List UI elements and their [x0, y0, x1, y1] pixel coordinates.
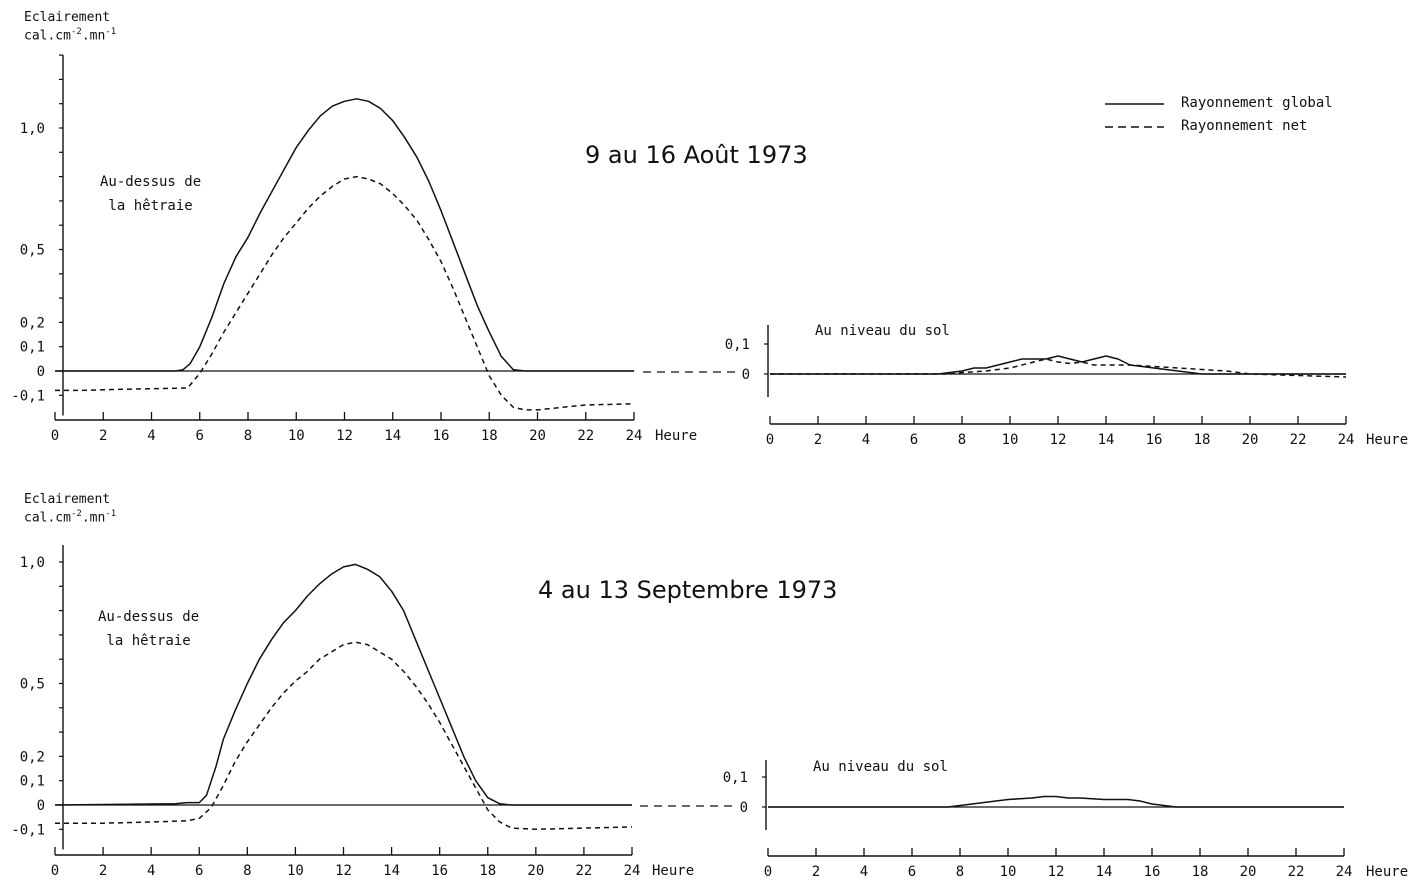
- x-tick-label: 20: [1242, 432, 1259, 448]
- x-tick-label: 14: [1098, 432, 1115, 448]
- x-tick-label: 8: [243, 863, 251, 879]
- x-tick-label: 4: [860, 864, 868, 880]
- x-tick-label: 14: [384, 428, 401, 444]
- x-tick-label: 2: [812, 864, 820, 880]
- x-tick-label: 6: [196, 428, 204, 444]
- series-net-line: [55, 175, 635, 411]
- x-tick-label: 20: [527, 863, 544, 879]
- chart-title-septembre: 4 au 13 Septembre 1973: [538, 576, 838, 604]
- x-tick-label: 12: [336, 428, 353, 444]
- x-tick-label: 20: [1240, 864, 1257, 880]
- x-axis-label: Heure: [652, 863, 694, 879]
- x-tick-label: 12: [1050, 432, 1067, 448]
- x-tick-label: 14: [1096, 864, 1113, 880]
- x-tick-label: 24: [1338, 432, 1355, 448]
- series-net-line: [55, 641, 633, 831]
- x-tick-label: 16: [433, 428, 450, 444]
- legend-label-net: Rayonnement net: [1181, 118, 1308, 134]
- x-tick-label: 10: [1002, 432, 1019, 448]
- y-tick-label: 0,1: [20, 340, 45, 356]
- x-tick-label: 10: [287, 863, 304, 879]
- x-tick-label: 24: [624, 863, 641, 879]
- series-global-line: [55, 98, 634, 372]
- y-tick-label: 0,1: [723, 770, 748, 786]
- annotation-ground-top: Au niveau du sol: [815, 323, 950, 339]
- x-tick-label: 22: [1288, 864, 1305, 880]
- x-tick-label: 0: [51, 863, 59, 879]
- y-axis-label-line1: Eclairement: [24, 10, 111, 25]
- y-tick-label: 0,5: [20, 677, 45, 693]
- x-tick-label: 18: [1192, 864, 1209, 880]
- annotation-ground-bottom: Au niveau du sol: [813, 759, 948, 775]
- series-global-line: [54, 563, 632, 806]
- y-tick-label: 0: [742, 367, 750, 383]
- y-tick-label: 0,2: [20, 315, 45, 331]
- series-net-line: [770, 358, 1347, 378]
- x-tick-label: 10: [1000, 864, 1017, 880]
- y-tick-label: -0,1: [11, 822, 45, 838]
- x-tick-label: 2: [99, 428, 107, 444]
- x-axis-label: Heure: [655, 428, 697, 444]
- y-tick-label: 0: [740, 800, 748, 816]
- x-tick-label: 24: [1336, 864, 1353, 880]
- annotation-line1: Au-dessus de: [98, 609, 200, 625]
- x-tick-label: 6: [195, 863, 203, 879]
- x-tick-label: 16: [431, 863, 448, 879]
- y-tick-label: 0: [37, 364, 45, 380]
- series-global-line: [770, 355, 1346, 375]
- x-tick-label: 0: [764, 864, 772, 880]
- x-tick-label: 18: [481, 428, 498, 444]
- y-tick-label: 0: [37, 798, 45, 814]
- y-tick-label: 1,0: [20, 555, 45, 571]
- x-tick-label: 18: [1194, 432, 1211, 448]
- y-tick-label: 1,0: [20, 121, 45, 137]
- annotation-line2: la hêtraie: [108, 198, 193, 214]
- y-tick-label: -0,1: [11, 388, 45, 404]
- x-tick-label: 14: [383, 863, 400, 879]
- x-tick-label: 16: [1144, 864, 1161, 880]
- annotation-line2: la hêtraie: [106, 633, 191, 649]
- x-tick-label: 2: [99, 863, 107, 879]
- y-tick-label: 0,5: [20, 243, 45, 259]
- x-axis-label: Heure: [1366, 432, 1408, 448]
- x-tick-label: 12: [335, 863, 352, 879]
- y-tick-label: 0,1: [725, 337, 750, 353]
- x-tick-label: 8: [244, 428, 252, 444]
- x-tick-label: 22: [575, 863, 592, 879]
- annotation-line1: Au-dessus de: [100, 174, 202, 190]
- y-tick-label: 0,1: [20, 774, 45, 790]
- series-global-line: [768, 795, 1344, 808]
- x-tick-label: 10: [288, 428, 305, 444]
- y-axis-label-bottom: Eclairement cal.cm-2.mn-1: [24, 492, 116, 525]
- x-tick-label: 4: [147, 863, 155, 879]
- y-axis-label-line1: Eclairement: [24, 492, 111, 507]
- x-axis-label: Heure: [1366, 864, 1408, 880]
- x-tick-label: 6: [910, 432, 918, 448]
- x-tick-label: 0: [51, 428, 59, 444]
- legend-label-global: Rayonnement global: [1181, 95, 1333, 111]
- x-tick-label: 12: [1048, 864, 1065, 880]
- x-tick-label: 8: [956, 864, 964, 880]
- annotation-canopy-bottom: Au-dessus de la hêtraie: [98, 605, 199, 653]
- x-tick-label: 8: [958, 432, 966, 448]
- x-tick-label: 22: [1290, 432, 1307, 448]
- y-axis-label-line2: cal.cm-2.mn-1: [24, 509, 117, 526]
- x-tick-label: 18: [479, 863, 496, 879]
- x-tick-label: 4: [147, 428, 155, 444]
- y-axis-label-top: Eclairement cal.cm-2.mn-1: [24, 10, 116, 43]
- x-tick-label: 4: [862, 432, 870, 448]
- x-tick-label: 16: [1146, 432, 1163, 448]
- x-tick-label: 24: [626, 428, 643, 444]
- y-axis-label-line2: cal.cm-2.mn-1: [24, 27, 117, 44]
- x-tick-label: 20: [529, 428, 546, 444]
- x-tick-label: 2: [814, 432, 822, 448]
- chart-title-aout: 9 au 16 Août 1973: [585, 141, 808, 169]
- y-tick-label: 0,2: [20, 749, 45, 765]
- x-tick-label: 6: [908, 864, 916, 880]
- annotation-canopy-top: Au-dessus de la hêtraie: [100, 170, 201, 218]
- x-tick-label: 22: [577, 428, 594, 444]
- x-tick-label: 0: [766, 432, 774, 448]
